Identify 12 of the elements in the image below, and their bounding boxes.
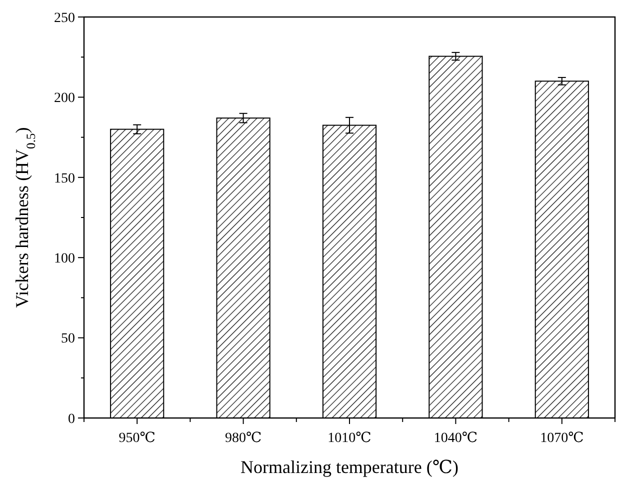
y-tick-label: 200: [54, 91, 75, 106]
y-tick-label: 0: [68, 412, 75, 427]
y-tick-label: 250: [54, 10, 75, 26]
y-tick-label: 100: [54, 252, 75, 266]
y-tick-label: 50: [61, 332, 75, 347]
x-tick-label: 980℃: [224, 431, 262, 446]
x-tick-label: 1040℃: [434, 431, 478, 446]
x-axis-title: Normalizing temperature (℃): [240, 457, 459, 477]
y-tick-label: 150: [54, 171, 75, 186]
x-tick-label: 950℃: [118, 431, 156, 446]
x-tick-label: 1010℃: [328, 431, 372, 446]
x-tick-label: 1070℃: [540, 431, 584, 446]
